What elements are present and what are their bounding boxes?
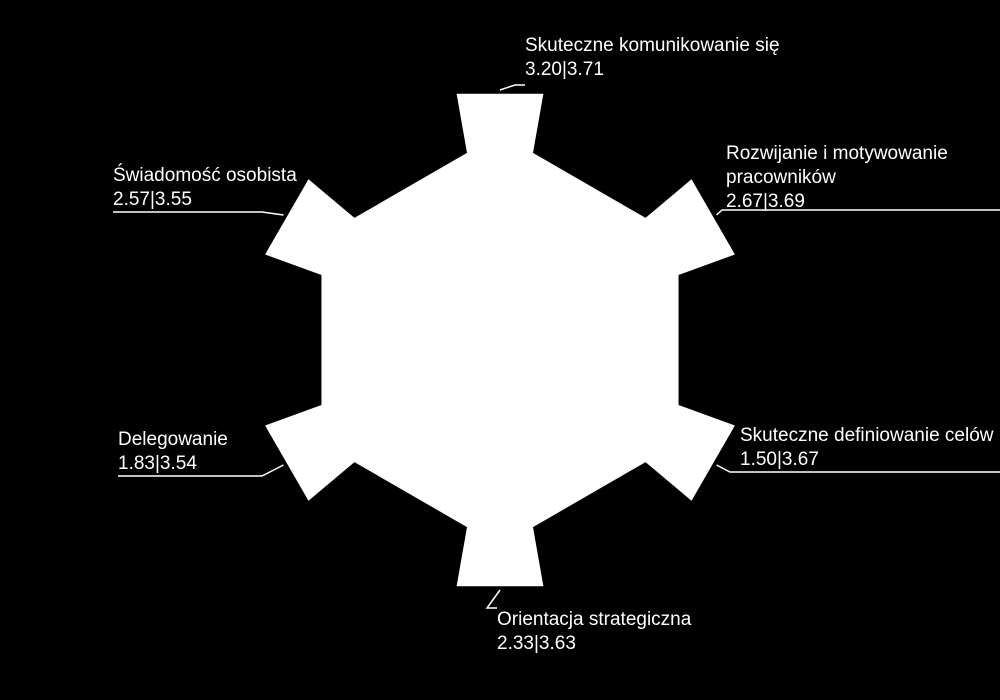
axis-title-line2: pracowników (726, 166, 948, 190)
hexagon-diagram: Skuteczne komunikowanie się3.20|3.71 Rozw… (0, 0, 1000, 700)
axis-title: Świadomość osobista (113, 164, 297, 188)
axis-values: 3.20|3.71 (525, 58, 780, 82)
axis-label-top-right: Rozwijanie i motywowaniepracowników2.67|… (726, 142, 948, 213)
leader-line (487, 590, 500, 608)
leader-line (113, 212, 283, 215)
axis-label-bottom-right: Skuteczne definiowanie celów1.50|3.67 (740, 424, 994, 472)
axis-label-top-left: Świadomość osobista2.57|3.55 (113, 164, 297, 212)
axis-values: 1.50|3.67 (740, 448, 994, 472)
axis-title: Skuteczne komunikowanie się (525, 34, 780, 58)
axis-label-top: Skuteczne komunikowanie się3.20|3.71 (525, 34, 780, 82)
axis-values: 1.83|3.54 (118, 452, 228, 476)
axis-values: 2.57|3.55 (113, 188, 297, 212)
diagram-svg (0, 0, 1000, 700)
axis-title: Rozwijanie i motywowanie (726, 142, 948, 166)
axis-values: 2.67|3.69 (726, 190, 948, 214)
axis-title: Orientacja strategiczna (497, 608, 691, 632)
leader-line (500, 85, 525, 90)
hexagon-shape (265, 94, 735, 586)
axis-label-bottom: Orientacja strategiczna2.33|3.63 (497, 608, 691, 656)
axis-title: Skuteczne definiowanie celów (740, 424, 994, 448)
axis-title: Delegowanie (118, 428, 228, 452)
axis-values: 2.33|3.63 (497, 632, 691, 656)
axis-label-bottom-left: Delegowanie1.83|3.54 (118, 428, 228, 476)
